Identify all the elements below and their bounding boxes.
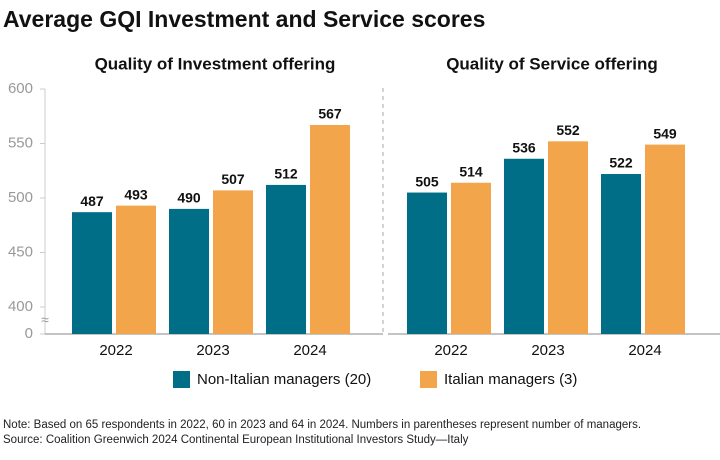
bar xyxy=(504,158,544,334)
value-label: 567 xyxy=(318,106,342,122)
x-tick-label: 2024 xyxy=(293,342,326,359)
value-label: 505 xyxy=(415,173,439,189)
bar xyxy=(310,124,350,334)
y-tick-label: 450 xyxy=(8,243,33,260)
value-label: 512 xyxy=(274,166,298,182)
bar xyxy=(116,205,156,334)
x-tick-label: 2022 xyxy=(99,342,132,359)
legend-label: Non-Italian managers (20) xyxy=(197,371,371,388)
y-tick-label: 400 xyxy=(8,298,33,315)
panel-title: Quality of Investment offering xyxy=(95,54,336,73)
x-tick-label: 2023 xyxy=(531,342,564,359)
value-label: 493 xyxy=(124,186,148,202)
y-tick-label: 600 xyxy=(8,80,33,97)
value-label: 490 xyxy=(177,190,201,206)
bar xyxy=(407,192,447,334)
x-tick-label: 2022 xyxy=(434,342,467,359)
value-label: 487 xyxy=(80,193,104,209)
x-tick-label: 2023 xyxy=(196,342,229,359)
y-tick-label: 0 xyxy=(25,325,33,342)
legend-label: Italian managers (3) xyxy=(444,371,577,388)
source: Source: Coalition Greenwich 2024 Contine… xyxy=(3,434,469,446)
value-label: 552 xyxy=(556,122,580,138)
y-tick-label: 550 xyxy=(8,134,33,151)
bar xyxy=(72,212,112,334)
bar xyxy=(645,144,685,334)
bar xyxy=(601,174,641,334)
x-tick-label: 2024 xyxy=(628,342,661,359)
axis-break: ≈ xyxy=(41,312,49,328)
chart-title: Average GQI Investment and Service score… xyxy=(3,6,485,32)
bar xyxy=(451,182,491,334)
value-label: 514 xyxy=(459,163,483,179)
value-label: 522 xyxy=(609,155,633,171)
value-label: 536 xyxy=(512,139,536,155)
bar xyxy=(213,190,253,334)
panel-title: Quality of Service offering xyxy=(446,54,658,73)
value-label: 549 xyxy=(653,125,677,141)
value-label: 507 xyxy=(221,171,245,187)
legend-swatch xyxy=(420,371,437,388)
bar xyxy=(169,208,209,334)
y-tick-label: 500 xyxy=(8,189,33,206)
bar xyxy=(548,141,588,334)
note: Note: Based on 65 respondents in 2022, 6… xyxy=(3,419,641,431)
bar xyxy=(266,184,306,334)
legend-swatch xyxy=(173,371,190,388)
